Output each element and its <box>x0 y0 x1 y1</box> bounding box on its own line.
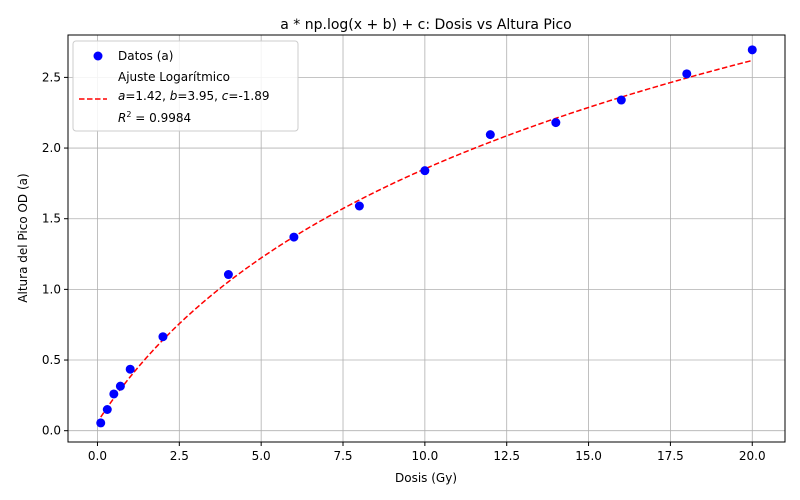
x-tick-label: 17.5 <box>657 449 684 463</box>
data-point <box>125 364 135 374</box>
legend-label-params: a=1.42, b=3.95, c=-1.89 <box>118 89 270 103</box>
x-axis-ticks: 0.0 2.5 5.0 7.5 10.0 12.5 15.0 17.5 20.0 <box>88 442 766 463</box>
legend-label-fit: Ajuste Logarítmico <box>118 70 230 84</box>
x-tick-label: 5.0 <box>252 449 271 463</box>
data-point <box>289 232 299 242</box>
legend-label-data: Datos (a) <box>118 49 173 63</box>
data-point <box>158 332 168 342</box>
data-point <box>551 118 561 128</box>
y-tick-label: 2.0 <box>42 141 61 155</box>
y-axis-ticks: 0.0 0.5 1.0 1.5 2.0 2.5 <box>42 70 68 438</box>
data-point <box>96 418 106 428</box>
x-tick-label: 2.5 <box>170 449 189 463</box>
x-tick-label: 10.0 <box>412 449 439 463</box>
x-tick-label: 12.5 <box>493 449 520 463</box>
data-point <box>420 166 430 176</box>
x-tick-label: 0.0 <box>88 449 107 463</box>
fit-line-group <box>100 59 753 418</box>
data-point <box>485 130 495 140</box>
data-point <box>115 381 125 391</box>
data-point <box>109 389 119 399</box>
y-axis-label: Altura del Pico OD (a) <box>16 173 30 302</box>
y-tick-label: 1.0 <box>42 282 61 296</box>
y-tick-label: 0.5 <box>42 353 61 367</box>
data-point <box>354 201 364 211</box>
chart-title: a * np.log(x + b) + c: Dosis vs Altura P… <box>280 17 571 33</box>
data-point <box>102 404 112 414</box>
x-tick-label: 20.0 <box>739 449 766 463</box>
y-tick-label: 1.5 <box>42 212 61 226</box>
y-tick-label: 2.5 <box>42 70 61 84</box>
legend-marker-data <box>93 51 103 61</box>
fit-curve <box>100 59 753 418</box>
data-point <box>682 69 692 79</box>
y-tick-label: 0.0 <box>42 424 61 438</box>
plot-frame <box>67 34 786 443</box>
data-point <box>747 45 757 55</box>
x-tick-label: 15.0 <box>575 449 602 463</box>
legend-label-r2: R2 = 0.9984 <box>118 110 191 125</box>
legend-box <box>72 40 299 132</box>
data-points <box>96 45 757 428</box>
data-point <box>223 270 233 280</box>
legend: Datos (a) Ajuste Logarítmico a=1.42, b=3… <box>72 40 299 132</box>
x-axis-label: Dosis (Gy) <box>395 471 457 485</box>
data-point <box>616 95 626 105</box>
x-tick-label: 7.5 <box>333 449 352 463</box>
